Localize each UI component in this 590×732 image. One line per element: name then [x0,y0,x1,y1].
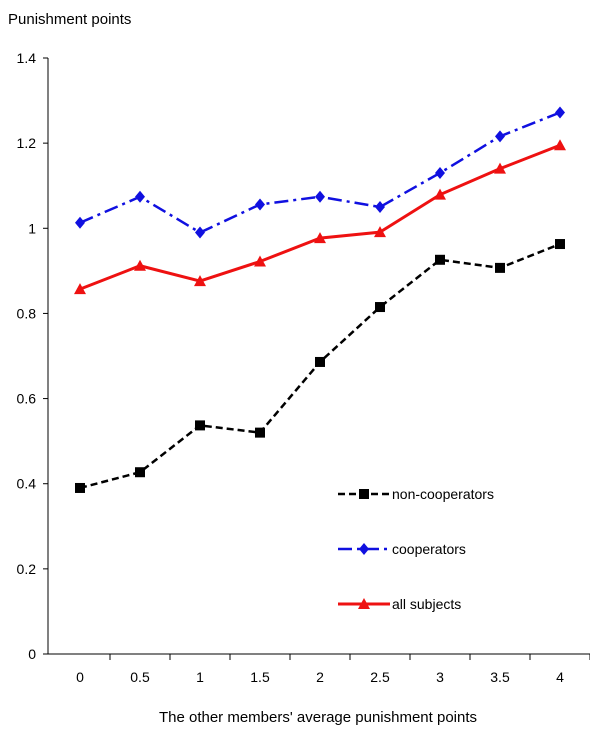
y-tick-label: 1 [28,220,36,236]
legend-item: cooperators [338,541,466,557]
data-point [195,226,205,239]
data-point [195,420,205,431]
legend-item: all subjects [338,596,461,612]
x-axis-title: The other members' average punishment po… [159,709,477,726]
data-point [434,188,446,200]
x-tick-label: 3.5 [490,669,510,685]
data-point [495,262,505,273]
y-tick-label: 1.4 [17,50,37,66]
data-point [435,166,445,179]
series-cooperators [75,106,565,239]
data-point [435,254,445,265]
data-point [555,106,565,119]
x-tick-label: 4 [556,669,564,685]
series-non-cooperators [75,239,565,493]
x-tick-label: 3 [436,669,444,685]
data-point [255,427,265,438]
legend-label: cooperators [392,541,466,557]
x-ticks: 0 0.5 1 1.5 2 2.5 3 3.5 4 [76,654,590,685]
y-tick-label: 1.2 [17,135,37,151]
data-point [374,226,386,238]
y-tick-label: 0.6 [17,391,37,407]
data-point [315,190,325,203]
legend-label: all subjects [392,596,461,612]
data-point [554,139,566,151]
axes [47,58,590,655]
data-point [254,255,266,267]
data-point [74,283,86,295]
series-all-subjects [74,139,566,295]
x-tick-label: 0.5 [130,669,150,685]
y-tick-label: 0.2 [17,561,37,577]
data-point [495,130,505,143]
data-point [314,232,326,244]
y-tick-label: 0 [28,646,36,662]
data-point [194,275,206,287]
x-tick-label: 0 [76,669,84,685]
data-point [75,482,85,493]
data-point [75,216,85,229]
x-tick-label: 1 [196,669,204,685]
series-layer [74,106,566,493]
data-point [315,356,325,367]
x-tick-label: 2.5 [370,669,390,685]
data-point [134,259,146,271]
legend-swatch-marker [359,543,369,555]
x-tick-label: 1.5 [250,669,270,685]
y-axis-title: Punishment points [8,11,131,28]
y-tick-label: 0.4 [17,476,37,492]
data-point [135,467,145,478]
legend-swatch-marker [358,598,370,609]
data-point [255,198,265,211]
data-point [375,201,385,213]
series-line [79,111,561,234]
data-point [135,190,145,203]
y-tick-label: 0.8 [17,305,37,321]
data-point [494,162,506,174]
y-ticks: 0 0.2 0.4 0.6 0.8 1 1.2 1.4 [17,50,48,662]
series-line [79,143,561,291]
data-point [375,302,385,313]
legend-item: non-cooperators [338,486,494,502]
x-tick-label: 2 [316,669,324,685]
legend-label: non-cooperators [392,486,494,502]
legend: non-cooperators cooperators all subjects [338,486,494,612]
legend-swatch-marker [359,489,369,499]
data-point [555,239,565,250]
